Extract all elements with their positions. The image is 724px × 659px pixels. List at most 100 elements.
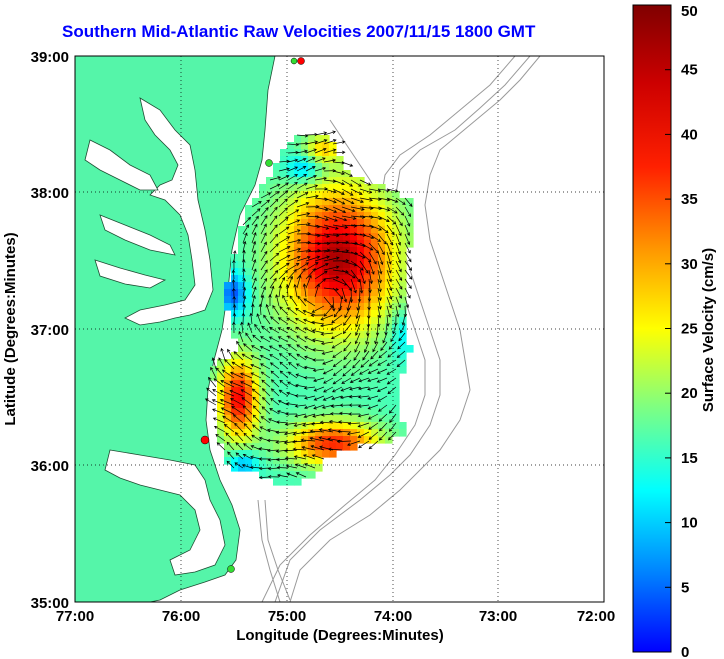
velocity-cell [329,170,337,178]
velocity-cell [308,352,316,360]
velocity-cell [259,443,267,451]
velocity-cell [357,317,365,325]
velocity-cell [287,373,295,381]
velocity-cell [224,401,232,409]
lat-lon-grid [75,56,604,602]
velocity-cell [280,422,288,430]
velocity-cell [322,317,330,325]
velocity-arrow [343,332,352,343]
velocity-cell [350,317,358,325]
velocity-cell [371,380,379,388]
velocity-cell [336,380,344,388]
velocity-cell [245,443,253,451]
velocity-arrow [392,323,397,335]
velocity-cell [392,289,400,297]
velocity-cell [378,184,386,192]
velocity-cell [357,436,365,444]
velocity-cell [294,324,302,332]
velocity-arrow [286,472,298,478]
velocity-cell [280,338,288,346]
velocity-arrow [404,278,412,290]
velocity-arrow [359,242,374,251]
velocity-arrow [240,381,253,388]
velocity-cell [357,345,365,353]
velocity-arrow [386,269,392,283]
velocity-arrow [215,367,226,379]
velocity-cell [259,226,267,234]
velocity-arrow [213,378,226,388]
velocity-cell [392,324,400,332]
velocity-arrow [368,233,382,242]
velocity-arrow [378,350,388,359]
velocity-cell [371,296,379,304]
velocity-cell [308,247,316,255]
velocity-cell [294,380,302,388]
velocity-cell [231,289,239,297]
velocity-cell [266,177,274,185]
velocity-arrow [232,321,236,334]
velocity-arrow [386,224,395,236]
velocity-arrow [323,386,334,393]
velocity-arrow [278,167,290,172]
velocity-arrow [258,466,271,471]
velocity-cell [329,240,337,248]
velocity-arrow [261,379,271,388]
velocity-cell [224,303,232,311]
velocity-cell [322,324,330,332]
velocity-cell [238,317,246,325]
velocity-arrow [269,277,277,289]
velocity-cell [385,366,393,374]
velocity-arrow [242,258,246,271]
velocity-arrow [305,140,319,145]
velocity-cell [231,275,239,283]
velocity-cell [245,275,253,283]
velocity-arrow [387,431,397,441]
velocity-arrow [305,148,317,154]
velocity-cell [294,394,302,402]
velocity-arrow [311,305,325,313]
velocity-arrow [251,268,257,280]
velocity-cell [392,366,400,374]
velocity-cell [350,352,358,360]
velocity-arrow [386,287,393,300]
velocity-cell [315,352,323,360]
velocity-arrow [323,377,334,384]
velocity-cell [392,422,400,430]
velocity-cell [280,324,288,332]
velocity-cell [266,443,274,451]
colorbar-tick-label: 35 [681,191,698,208]
velocity-cell [378,422,386,430]
velocity-cell [336,240,344,248]
velocity-arrow [349,287,354,303]
velocity-arrow [395,197,406,205]
velocity-cell [364,303,372,311]
velocity-cell [273,282,281,290]
velocity-cell [350,282,358,290]
velocity-cell [322,205,330,213]
velocity-cell [231,415,239,423]
velocity-arrow [377,206,391,212]
velocity-arrow [314,270,328,280]
velocity-arrow [295,383,307,388]
velocity-arrow [376,386,388,392]
velocity-arrow [287,255,301,262]
velocity-arrow [359,179,372,186]
velocity-cell [245,450,253,458]
velocity-arrow [354,341,361,353]
velocity-cell [378,394,386,402]
velocity-cell [322,331,330,339]
velocity-cell [280,282,288,290]
velocity-arrow [287,247,302,253]
velocity-arrow [251,249,257,262]
velocity-arrow [224,358,235,370]
velocity-arrow [386,233,394,246]
velocity-cell [392,296,400,304]
velocity-arrow [275,420,289,424]
velocity-cell [301,212,309,220]
velocity-arrow [247,322,253,334]
velocity-arrow [251,434,262,442]
velocity-cell [252,261,260,269]
velocity-arrow [343,314,352,326]
velocity-cell [238,408,246,416]
velocity-cell [392,338,400,346]
